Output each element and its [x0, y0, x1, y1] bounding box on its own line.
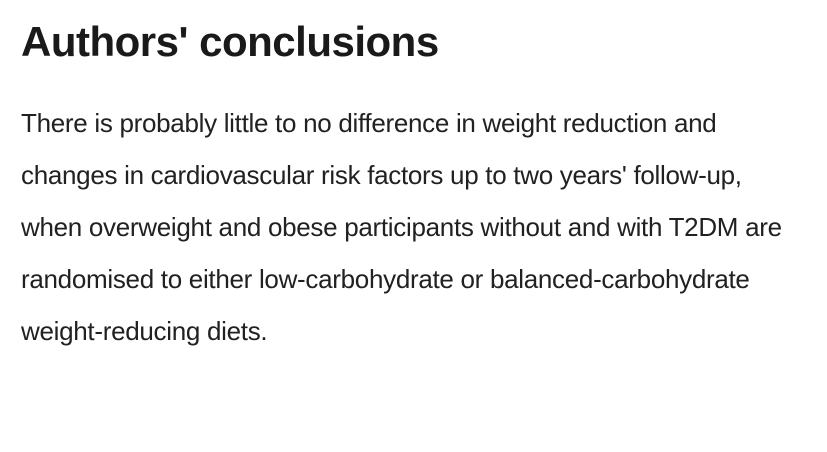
conclusions-paragraph: There is probably little to no differenc…	[21, 107, 782, 346]
section-heading: Authors' conclusions	[21, 18, 439, 65]
